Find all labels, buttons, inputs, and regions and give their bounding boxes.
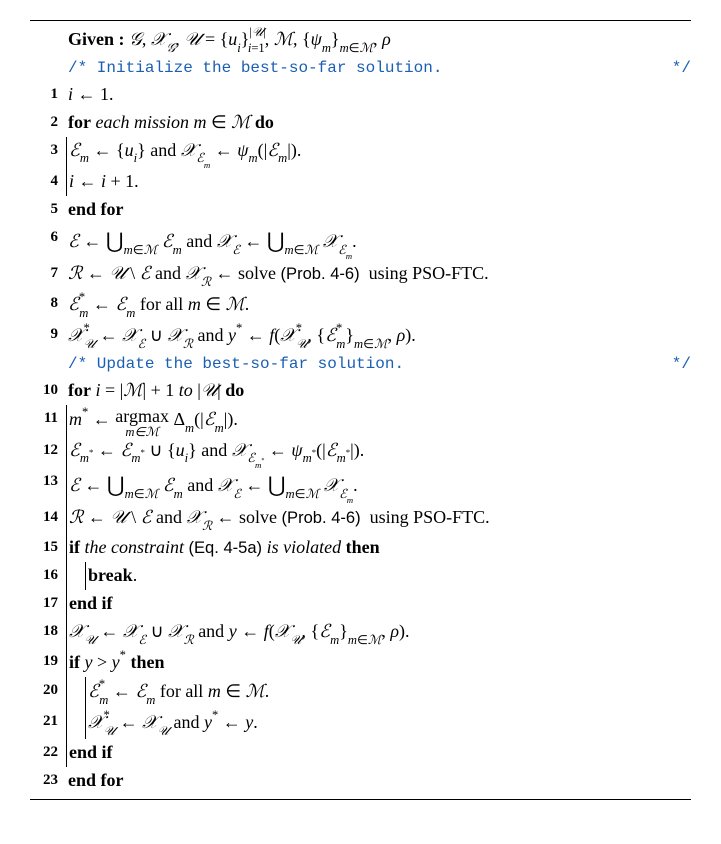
linenum-16: 16 (30, 562, 66, 587)
line-3: 3 ℰm ← {ui} and 𝒳ℰm ← ψm(|ℰm|). (30, 137, 691, 169)
line-23: 23 end for (30, 767, 691, 795)
linenum-17: 17 (30, 590, 66, 615)
kw-endif: end if (69, 593, 113, 613)
linenum-9: 9 (30, 321, 66, 346)
ref-prob46-b: (Prob. 4-6) (282, 508, 361, 527)
linenum-5: 5 (30, 196, 66, 221)
line-18: 18 𝒳𝒰 ← 𝒳ℰ ∪ 𝒳ℛ and y ← f(𝒳𝒰, {ℰm}m∈ℳ, ρ… (30, 618, 691, 648)
kw-if: if (69, 537, 80, 557)
line-9: 9 𝒳*𝒰 ← 𝒳ℰ ∪ 𝒳ℛ and y* ← f(𝒳*𝒰, {ℰ*m}m∈ℳ… (30, 321, 691, 352)
linenum-13: 13 (30, 468, 66, 493)
linenum-7: 7 (30, 260, 66, 285)
kw-and: and (150, 140, 176, 160)
linenum-12: 12 (30, 437, 66, 462)
comment-update-right: */ (672, 352, 691, 377)
linenum-14: 14 (30, 504, 66, 529)
line-8: 8 ℰ*m ← ℰm for all m ∈ ℳ. (30, 290, 691, 321)
linenum-4: 4 (30, 168, 66, 193)
kw-for2: for (68, 380, 91, 400)
argmax: argmax m∈ℳ (115, 407, 169, 439)
kw-break: break (88, 565, 133, 585)
line-1: 1 i ← 1. (30, 81, 691, 109)
kw-endfor: end for (68, 199, 124, 219)
linenum-6: 6 (30, 224, 66, 249)
linenum-2: 2 (30, 109, 66, 134)
linenum-8: 8 (30, 290, 66, 315)
given-body: 𝒢, 𝒳𝒢, 𝒰 = {ui}|𝒰|i=1, ℳ, {ψm}m∈ℳ, ρ (129, 29, 391, 49)
linenum-10: 10 (30, 377, 66, 402)
line-19: 19 if y > y* then (30, 648, 691, 677)
line-comment-init: /* Initialize the best-so-far solution. … (30, 56, 691, 81)
line-given: Given : 𝒢, 𝒳𝒢, 𝒰 = {ui}|𝒰|i=1, ℳ, {ψm}m∈… (30, 25, 691, 56)
argmax-top: argmax (115, 407, 169, 425)
algorithm-block: Given : 𝒢, 𝒳𝒢, 𝒰 = {ui}|𝒰|i=1, ℳ, {ψm}m∈… (30, 20, 691, 800)
kw-then2: then (130, 652, 164, 672)
line-4: 4 i ← i + 1. (30, 168, 691, 196)
comment-update-left: /* Update the best-so-far solution. (68, 352, 404, 377)
kw-endif2: end if (69, 742, 113, 762)
kw-do2: do (225, 380, 244, 400)
line-16: 16 break. (30, 562, 691, 590)
linenum-19: 19 (30, 648, 66, 673)
line-14: 14 ℛ ← 𝒰 \ ℰ and 𝒳ℛ ← solve (Prob. 4-6) … (30, 504, 691, 534)
linenum-23: 23 (30, 767, 66, 792)
kw-for: for (68, 112, 91, 132)
given-label: Given : (68, 29, 125, 49)
kw-if2: if (69, 652, 80, 672)
line-17: 17 end if (30, 590, 691, 618)
linenum-20: 20 (30, 677, 66, 702)
ref-prob46-a: (Prob. 4-6) (281, 264, 360, 283)
ref-eq45a: (Eq. 4-5a) (189, 538, 263, 557)
linenum-22: 22 (30, 739, 66, 764)
line-10: 10 for i = |ℳ| + 1 to |𝒰| do (30, 377, 691, 405)
kw-endfor2: end for (68, 770, 124, 790)
linenum-15: 15 (30, 534, 66, 559)
linenum-11: 11 (30, 405, 66, 430)
line-7: 7 ℛ ← 𝒰 \ ℰ and 𝒳ℛ ← solve (Prob. 4-6) u… (30, 260, 691, 290)
kw-then: then (346, 537, 380, 557)
line-22: 22 end if (30, 739, 691, 767)
line-12: 12 ℰm* ← ℰm* ∪ {ui} and 𝒳ℰm* ← ψm*(|ℰm*|… (30, 437, 691, 469)
comment-init-left: /* Initialize the best-so-far solution. (68, 56, 442, 81)
line-21: 21 𝒳*𝒰 ← 𝒳𝒰 and y* ← y. (30, 708, 691, 739)
line-11: 11 m* ← argmax m∈ℳ Δm(|ℰm|). (30, 405, 691, 437)
line-5: 5 end for (30, 196, 691, 224)
line-6: 6 ℰ ← ⋃m∈ℳ ℰm and 𝒳ℰ ← ⋃m∈ℳ 𝒳ℰm. (30, 224, 691, 260)
line-comment-update: /* Update the best-so-far solution. */ (30, 352, 691, 377)
line-2: 2 for each mission m ∈ ℳ do (30, 109, 691, 137)
kw-do: do (255, 112, 274, 132)
line-20: 20 ℰ*m ← ℰm for all m ∈ ℳ. (30, 677, 691, 708)
line-13: 13 ℰ ← ⋃m∈ℳ ℰm and 𝒳ℰ ← ⋃m∈ℳ 𝒳ℰm. (30, 468, 691, 504)
linenum-3: 3 (30, 137, 66, 162)
linenum-18: 18 (30, 618, 66, 643)
linenum-21: 21 (30, 708, 66, 733)
line-15: 15 if the constraint (Eq. 4-5a) is viola… (30, 534, 691, 562)
comment-init-right: */ (672, 56, 691, 81)
linenum-1: 1 (30, 81, 66, 106)
